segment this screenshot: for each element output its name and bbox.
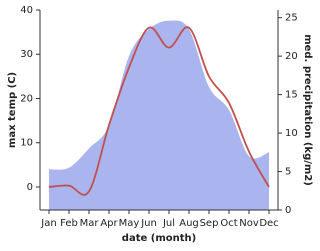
x-tick-label: Oct [220, 218, 237, 229]
y2-axis-label: med. precipitation (kg/m2) [302, 34, 313, 186]
x-tick-label: Jul [162, 218, 175, 229]
x-tick-label: May [119, 218, 140, 229]
y-tick-label: 30 [20, 49, 33, 60]
y-axis-label: max temp (C) [7, 72, 18, 148]
y2-tick-label: 0 [285, 205, 291, 216]
x-tick-label: Mar [80, 218, 100, 229]
x-tick-label: Jan [40, 218, 56, 229]
temperature-line [48, 26, 270, 196]
precipitation-area [49, 20, 269, 210]
x-tick-label: Nov [239, 218, 259, 229]
y-tick-label: 40 [20, 5, 33, 16]
x-tick-label: Sep [200, 218, 219, 229]
y2-tick-label: 25 [285, 13, 298, 24]
x-axis-label: date (month) [122, 233, 196, 244]
y2-tick-label: 20 [285, 51, 298, 62]
chart: date (month) max temp (C) med. precipita… [7, 5, 313, 244]
x-tick-label: Apr [100, 218, 118, 229]
y2-tick-label: 5 [285, 167, 291, 178]
x-tick-label: Dec [259, 218, 278, 229]
x-tick-label: Aug [179, 218, 199, 229]
y2-tick-label: 15 [285, 90, 298, 101]
y-tick-label: 10 [20, 138, 33, 149]
x-tick-label: Feb [60, 218, 78, 229]
y-tick-label: 20 [20, 93, 33, 104]
x-tick-label: Jun [140, 218, 157, 229]
y-tick-label: 0 [27, 182, 33, 193]
y2-tick-label: 10 [285, 128, 298, 139]
